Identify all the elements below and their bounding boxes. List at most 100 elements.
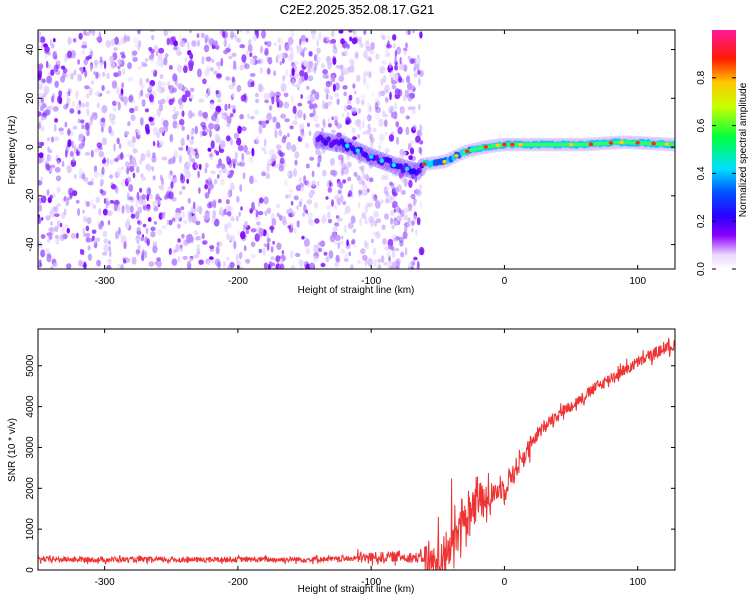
spectrogram-cell xyxy=(81,124,85,130)
spectrogram-cell xyxy=(243,245,247,252)
spectrogram-cell xyxy=(378,118,384,127)
spectrogram-cell xyxy=(244,63,250,70)
spectrogram-cell xyxy=(325,196,329,200)
spectrogram-cell xyxy=(304,236,308,241)
spectrogram-cell xyxy=(251,201,255,211)
spectrogram-cell xyxy=(300,34,307,43)
spectrogram-trace-blob xyxy=(345,143,350,148)
spectrogram-cell xyxy=(153,205,159,212)
spectrogram-cell xyxy=(384,148,390,154)
spectrogram-cell xyxy=(38,35,41,43)
spectrogram-cell xyxy=(276,242,282,250)
spectrogram-cell xyxy=(281,250,285,255)
spectrogram-cell xyxy=(100,178,105,186)
spectrogram-cell xyxy=(384,198,389,204)
spectrogram-cell xyxy=(309,112,315,118)
spectrogram-cell xyxy=(61,160,65,168)
spectrogram-cell xyxy=(128,196,134,201)
spectrogram-cell xyxy=(384,84,390,94)
spectrogram-cell xyxy=(38,157,42,164)
spectrogram-cell xyxy=(141,84,145,90)
spectrogram-cell xyxy=(242,172,246,180)
spectrogram-cell xyxy=(70,159,77,168)
spectrogram-cell xyxy=(407,143,411,151)
spectrogram-cell xyxy=(124,34,127,43)
spectrogram-cell xyxy=(156,59,162,67)
spectrogram-cell xyxy=(345,118,352,125)
spectrogram-cell xyxy=(156,131,160,139)
spectrogram-cell xyxy=(48,226,55,233)
spectrogram-cell xyxy=(353,108,358,113)
spectrogram-cell xyxy=(59,222,63,228)
spectrogram-cell xyxy=(117,65,121,70)
spectrogram-cell xyxy=(205,179,209,185)
spectrogram-cell xyxy=(283,101,290,109)
spectrogram-cell xyxy=(150,226,156,232)
spectrogram-cell xyxy=(210,170,216,175)
spectrogram-cell xyxy=(308,51,313,57)
spectrogram-cell xyxy=(406,222,413,228)
spectrogram-cell xyxy=(404,226,408,233)
spectrogram-cell xyxy=(264,210,268,216)
spectrogram-cell xyxy=(47,238,51,243)
spectrogram-cell xyxy=(236,260,242,266)
spectrogram-hotspot xyxy=(608,141,614,145)
spectrogram-cell xyxy=(229,261,235,269)
spectrogram-cell xyxy=(117,203,121,212)
spectrogram-cell xyxy=(226,211,232,217)
spectrogram-cell xyxy=(303,261,307,265)
spectrogram-cell xyxy=(263,243,267,247)
spectrogram-cell xyxy=(406,75,411,84)
spectrogram-cell xyxy=(182,255,188,260)
spectrogram-cell xyxy=(236,137,242,146)
spectrogram-cell xyxy=(296,205,300,211)
spectrogram-cell xyxy=(149,30,155,33)
spectrogram-trace-core xyxy=(672,142,675,147)
spectrogram-cell xyxy=(314,91,320,101)
spectrogram-cell xyxy=(186,41,190,50)
spectrogram-cell xyxy=(144,250,148,259)
spectrogram-cell xyxy=(147,190,151,195)
spectrogram-cell xyxy=(201,56,205,65)
spectrogram-cell xyxy=(129,107,135,114)
spectrogram-cell xyxy=(61,212,66,219)
spectrogram-cell xyxy=(38,31,42,37)
spectrogram-cell xyxy=(380,90,386,97)
spectrogram-cell xyxy=(364,173,370,182)
spectrogram-cell xyxy=(183,167,189,175)
spectrogram-cell xyxy=(308,60,314,68)
spectrogram-cell xyxy=(322,100,325,109)
spectrogram-cell xyxy=(54,205,59,213)
spectrogram-cell xyxy=(317,241,324,247)
spectrogram-cell xyxy=(50,164,56,169)
spectrogram-cell xyxy=(162,119,169,128)
spectrogram-cell xyxy=(284,68,289,78)
spectrogram-cell xyxy=(417,70,421,75)
spectrogram-cell xyxy=(266,237,271,243)
spectrogram-cell xyxy=(307,67,311,74)
spectrogram-cell xyxy=(343,91,347,97)
spectrogram-cell xyxy=(343,225,347,234)
spectrogram-cell xyxy=(98,223,103,230)
spectrogram-cell xyxy=(384,113,389,118)
spectrogram-cell xyxy=(101,125,104,133)
spectrogram-cell xyxy=(173,106,176,113)
spectrogram-cell xyxy=(137,245,142,250)
spectrogram-cell xyxy=(83,30,87,36)
spectrogram-cell xyxy=(78,168,84,177)
spectrogram-cell xyxy=(82,49,85,56)
spectrogram-cell xyxy=(340,155,344,165)
y-tick-label: -40 xyxy=(25,237,36,252)
spectrogram-cell xyxy=(179,244,183,249)
spectrogram-cell xyxy=(227,43,231,50)
spectrogram-cell xyxy=(336,123,343,129)
spectrogram-cell xyxy=(325,256,330,263)
spectrogram-cell xyxy=(135,210,140,220)
spectrogram-cell xyxy=(363,30,367,35)
spectrogram-cell xyxy=(273,42,277,46)
spectrogram-cell xyxy=(414,175,418,183)
spectrogram-cell xyxy=(351,127,356,133)
spectrogram-cell xyxy=(43,85,50,95)
spectrogram-cell xyxy=(41,217,44,221)
spectrogram-cell xyxy=(291,144,297,152)
